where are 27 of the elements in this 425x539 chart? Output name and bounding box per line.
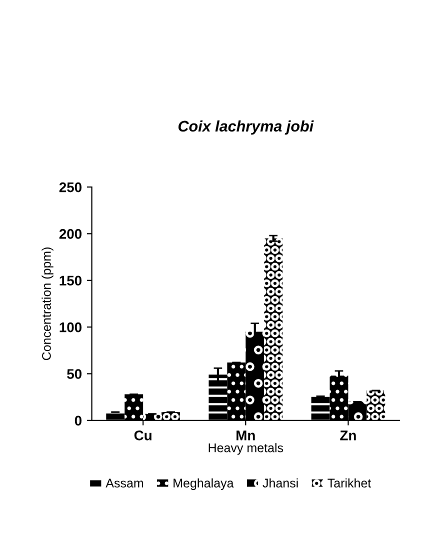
x-tick-label: Cu <box>134 430 152 440</box>
bar <box>264 238 283 420</box>
x-tick-label: Mn <box>236 430 255 440</box>
chart-title: Coix lachryma jobi <box>178 120 314 135</box>
legend-label: Tarikhet <box>328 478 372 488</box>
x-tick-label: Zn <box>340 430 356 440</box>
bar <box>162 412 180 420</box>
x-axis-title: Heavy metals <box>208 443 284 455</box>
legend-label: Jhansi <box>262 478 298 488</box>
bar <box>311 396 330 420</box>
bar <box>348 402 367 420</box>
y-tick-label: 0 <box>74 416 82 426</box>
y-tick-label: 250 <box>59 182 82 192</box>
legend-label: Assam <box>106 478 144 488</box>
bar <box>208 374 228 420</box>
y-axis-title: Concentration (ppm) <box>42 248 54 360</box>
bar <box>330 376 348 420</box>
y-tick-label: 50 <box>67 369 82 379</box>
bar <box>106 412 125 420</box>
legend-label: Meghalaya <box>174 478 234 490</box>
bar <box>366 390 386 420</box>
bar <box>246 332 264 420</box>
bar <box>227 362 246 420</box>
y-tick-label: 200 <box>59 229 82 239</box>
bar <box>124 394 144 420</box>
y-tick-label: 100 <box>60 322 82 332</box>
y-tick-label: 150 <box>60 276 82 286</box>
